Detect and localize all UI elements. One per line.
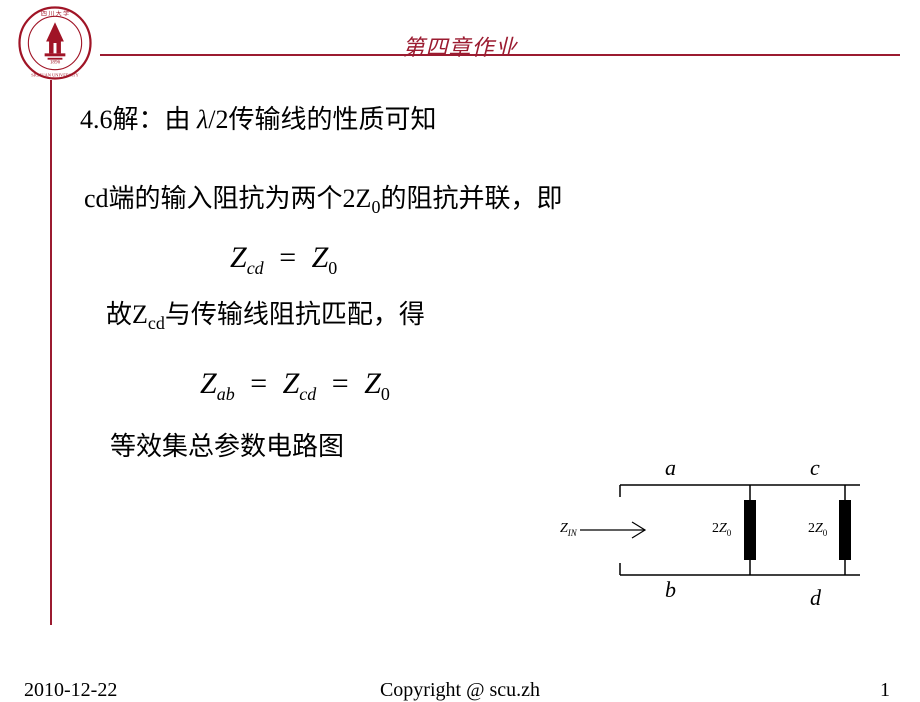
sub: cd <box>299 384 316 404</box>
sub: IN <box>568 528 577 538</box>
node-b-label: b <box>665 577 676 603</box>
text: /2传输线的性质可知 <box>208 105 436 134</box>
sub: 0 <box>823 528 828 538</box>
problem-line-1: 4.6解：由 λ/2传输线的性质可知 <box>80 100 890 139</box>
impedance-2-label: 2Z0 <box>808 521 827 538</box>
slide-content: 4.6解：由 λ/2传输线的性质可知 cd端的输入阻抗为两个2Z0的阻抗并联，即… <box>70 100 890 466</box>
text: 4.6解：由 <box>80 105 197 134</box>
text: 的阻抗并联，即 <box>380 184 562 213</box>
text: cd端的输入阻抗为两个2Z <box>84 184 371 213</box>
sub: ab <box>217 384 235 404</box>
sym: Z <box>230 241 247 274</box>
impedance-1-label: 2Z0 <box>712 521 731 538</box>
chapter-title: 第四章作业 <box>0 30 920 62</box>
sym: Z <box>560 521 568 536</box>
sub: 0 <box>727 528 732 538</box>
sub: 0 <box>381 384 390 404</box>
node-d-label: d <box>810 585 821 611</box>
circuit-diagram: a c b d ZIN 2Z0 2Z0 <box>560 445 890 615</box>
svg-text:SICHUAN UNIVERSITY: SICHUAN UNIVERSITY <box>31 72 79 77</box>
node-a-label: a <box>665 455 676 481</box>
equals: = <box>279 241 296 274</box>
pre: 2 <box>808 521 815 536</box>
text: 与传输线阻抗匹配，得 <box>165 300 425 329</box>
sub: cd <box>247 258 264 278</box>
header: 1896 四 川 大 学 SICHUAN UNIVERSITY 第四章作业 <box>0 0 920 80</box>
lambda-symbol: λ <box>197 105 208 134</box>
equals: = <box>250 367 267 400</box>
equation-2: Zab = Zcd = Z0 <box>200 367 890 405</box>
pre: 2 <box>712 521 719 536</box>
text: 等效集总参数电路图 <box>110 432 344 461</box>
sym: Z <box>283 367 300 400</box>
zin-label: ZIN <box>560 521 577 538</box>
sym: Z <box>312 241 329 274</box>
problem-line-3: 故Zcd与传输线阻抗匹配，得 <box>106 295 890 337</box>
sym: Z <box>719 521 727 536</box>
node-c-label: c <box>810 455 820 481</box>
subscript: cd <box>148 313 165 333</box>
left-margin-line <box>50 80 52 625</box>
sym: Z <box>200 367 217 400</box>
equation-1: Zcd = Z0 <box>230 241 890 279</box>
problem-line-2: cd端的输入阻抗为两个2Z0的阻抗并联，即 <box>84 179 890 221</box>
text: 故Z <box>106 300 148 329</box>
equals: = <box>332 367 349 400</box>
sym: Z <box>364 367 381 400</box>
sym: Z <box>815 521 823 536</box>
sub: 0 <box>328 258 337 278</box>
header-underline <box>100 54 900 56</box>
